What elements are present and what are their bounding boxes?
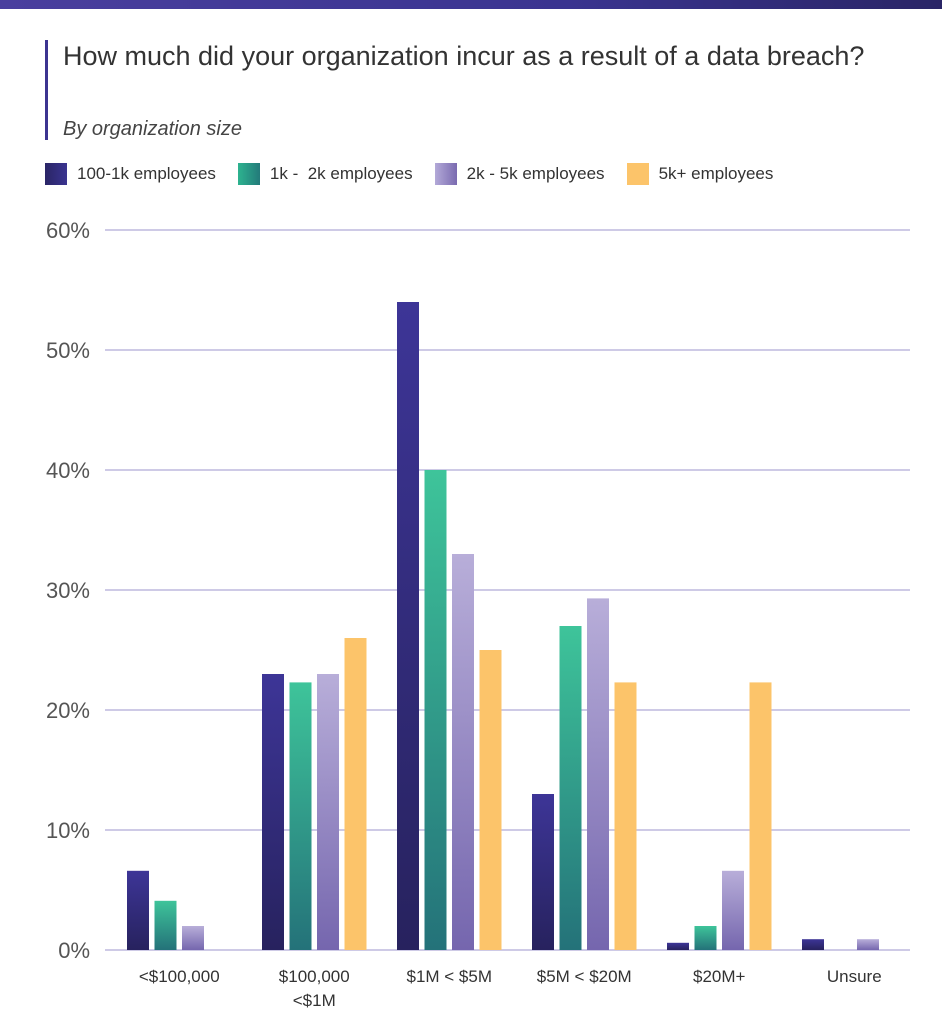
x-tick-label: $5M < $20M: [537, 967, 632, 986]
bar: [694, 926, 717, 950]
y-tick-label: 0%: [58, 938, 90, 963]
legend-swatch: [237, 163, 260, 185]
y-tick-label: 60%: [46, 218, 90, 243]
bar: [317, 674, 339, 950]
legend-item: 5k+ employees: [626, 163, 774, 185]
x-tick-label: Unsure: [827, 967, 882, 986]
y-tick-label: 40%: [46, 458, 90, 483]
bar: [424, 470, 447, 950]
legend-label: 1k - 2k employees: [269, 164, 413, 183]
legend-label: 2k - 5k employees: [466, 164, 605, 183]
bar: [722, 870, 744, 950]
title-accent-line: [45, 40, 48, 140]
bar: [559, 626, 582, 950]
legend-swatch: [626, 163, 649, 185]
bar: [857, 939, 879, 950]
bar: [749, 682, 772, 950]
legend-label: 5k+ employees: [658, 164, 774, 183]
legend: 100-1k employees 1k - 2k employees 2k - …: [45, 163, 795, 185]
bar: [667, 942, 689, 950]
bar: [182, 926, 204, 950]
bar: [344, 638, 367, 950]
bar: [802, 939, 824, 950]
bar: [262, 674, 284, 950]
bar: [289, 682, 312, 950]
x-tick-label: <$1M: [293, 991, 336, 1010]
y-tick-label: 50%: [46, 338, 90, 363]
bar: [397, 302, 419, 950]
bar: [587, 598, 609, 950]
x-tick-label: <$100,000: [139, 967, 220, 986]
y-tick-label: 10%: [46, 818, 90, 843]
top-accent-bar: [0, 0, 942, 9]
legend-item: 100-1k employees: [45, 163, 216, 185]
x-tick-label: $1M < $5M: [406, 967, 492, 986]
legend-item: 2k - 5k employees: [434, 163, 605, 185]
bar: [614, 682, 637, 950]
x-tick-label: $20M+: [693, 967, 746, 986]
legend-swatch: [434, 163, 457, 185]
y-tick-label: 30%: [46, 578, 90, 603]
chart-subtitle: By organization size: [63, 118, 242, 140]
x-tick-label: $100,000: [279, 967, 350, 986]
bar: [532, 794, 554, 950]
legend-item: 1k - 2k employees: [237, 163, 413, 185]
bar: [452, 554, 474, 950]
chart-title: How much did your organization incur as …: [63, 41, 865, 71]
y-tick-label: 20%: [46, 698, 90, 723]
bar: [154, 900, 177, 950]
legend-label: 100-1k employees: [77, 164, 216, 183]
legend-swatch: [45, 163, 67, 185]
bar: [479, 650, 502, 950]
bar: [127, 870, 149, 950]
